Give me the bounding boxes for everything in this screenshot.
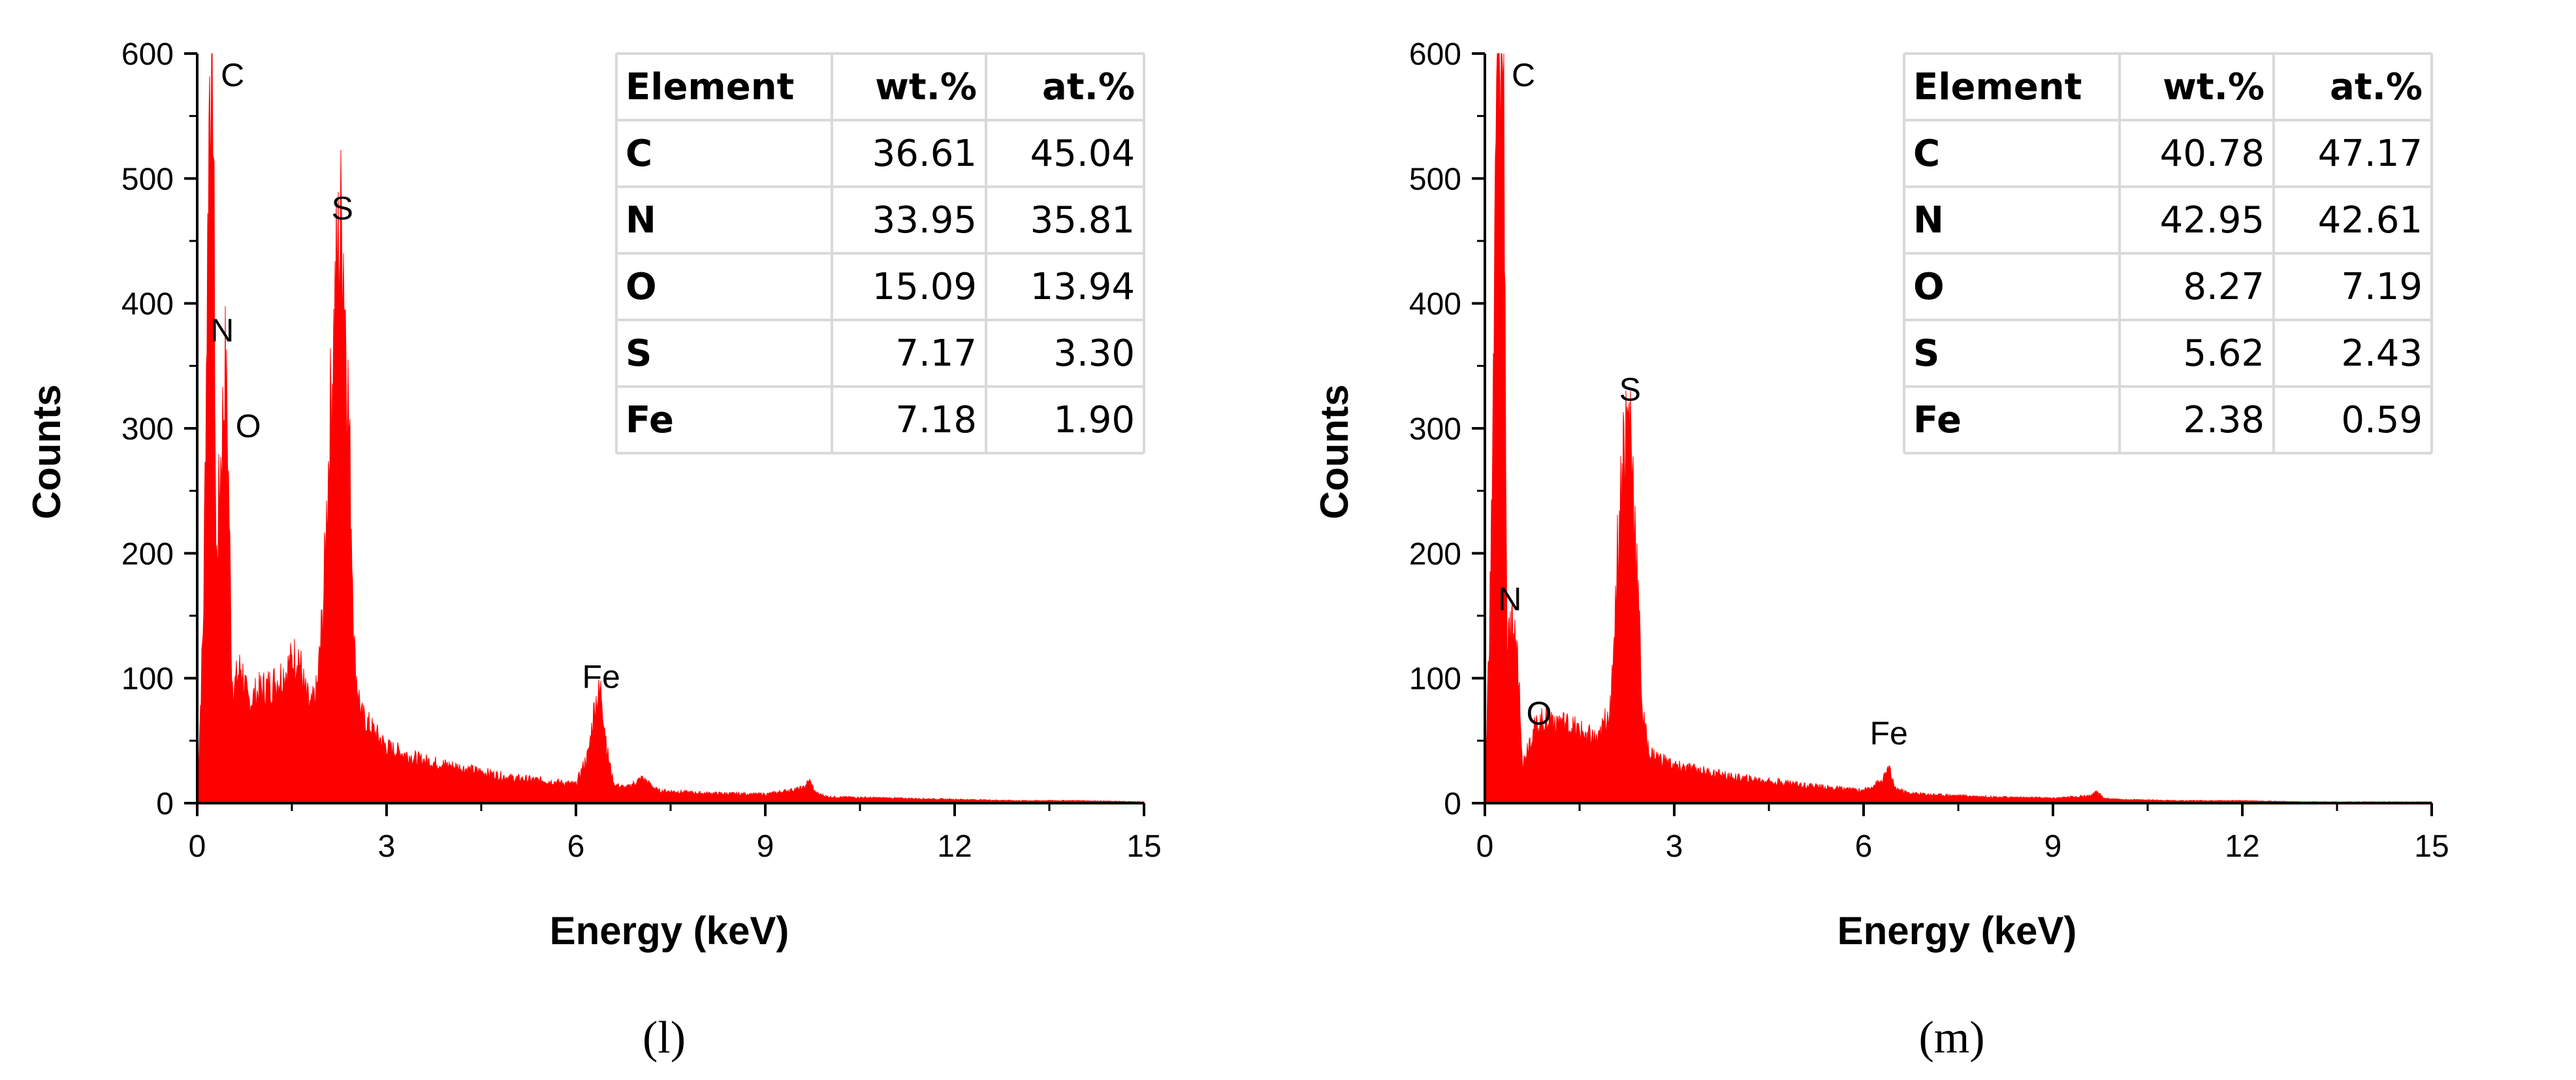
table-cell: 40.78: [2160, 133, 2265, 175]
y-axis-title: Counts: [1312, 385, 1356, 520]
x-tick-label: 6: [567, 829, 585, 864]
table-cell: Fe: [626, 399, 674, 441]
spectrum-series: [1484, 53, 2432, 804]
y-tick-label: 100: [121, 662, 174, 697]
y-tick-label: 600: [1409, 37, 1461, 72]
peak-label-o: O: [236, 407, 261, 444]
peak-label-fe: Fe: [1869, 715, 1907, 752]
table-cell: 13.94: [1030, 266, 1135, 308]
table-cell: 7.18: [895, 399, 977, 441]
y-tick-label: 300: [121, 412, 174, 447]
y-tick-label: 200: [1409, 537, 1461, 571]
table-cell: S: [626, 332, 652, 375]
table-header-cell: at.%: [1042, 66, 1135, 108]
y-tick-label: 400: [1409, 287, 1461, 322]
y-tick-label: 0: [1444, 787, 1461, 821]
x-tick-label: 12: [937, 829, 972, 864]
table-header-cell: Element: [1913, 66, 2082, 108]
table-cell: 15.09: [872, 266, 977, 308]
peak-label-fe: Fe: [582, 659, 620, 695]
table-cell: 2.43: [2341, 332, 2423, 375]
x-axis-title: Energy (keV): [1837, 909, 2077, 953]
peak-label-n: N: [1498, 580, 1521, 617]
table-cell: 45.04: [1030, 133, 1135, 175]
table-cell: 7.19: [2341, 266, 2423, 308]
table-cell: S: [1913, 332, 1939, 375]
table-cell: O: [1913, 266, 1945, 308]
y-axis-title: Counts: [25, 385, 69, 520]
x-tick-label: 12: [2225, 829, 2259, 864]
y-tick-label: 600: [121, 37, 174, 72]
x-tick-label: 9: [2044, 829, 2062, 864]
table-cell: N: [626, 199, 656, 242]
table-cell: 7.17: [895, 332, 977, 375]
peak-label-s: S: [332, 190, 353, 227]
panel-caption: (m): [1918, 1013, 1984, 1063]
x-tick-label: 15: [2414, 829, 2449, 864]
table-cell: 36.61: [872, 133, 977, 175]
table-cell: 35.81: [1030, 199, 1135, 242]
y-tick-label: 100: [1409, 662, 1461, 697]
table-cell: O: [626, 266, 657, 308]
table-cell: 42.61: [2318, 199, 2423, 242]
table-cell: 1.90: [1053, 399, 1135, 441]
table-cell: Fe: [1913, 399, 1962, 441]
y-tick-label: 0: [156, 787, 174, 821]
table-header-cell: wt.%: [875, 66, 977, 108]
x-tick-label: 0: [1476, 829, 1494, 864]
table-cell: 3.30: [1053, 332, 1135, 375]
table-cell: 47.17: [2318, 133, 2423, 175]
eds-panel-l: 0 3 6 9 12 15 0 100 200 300 400 500 600 Energy (keV) C…: [25, 37, 1162, 1063]
x-tick-label: 3: [378, 829, 396, 864]
peak-label-c: C: [221, 57, 244, 93]
table-cell: 5.62: [2183, 332, 2265, 375]
table-cell: 42.95: [2160, 199, 2265, 242]
table-cell: 0.59: [2341, 399, 2423, 441]
table-header-cell: wt.%: [2163, 66, 2265, 108]
table-cell: 33.95: [872, 199, 977, 242]
eds-panel-m: 0 3 6 9 12 15 0 100 200 300 400 500 600 Energy (keV) C…: [1288, 0, 2575, 1080]
table-cell: 2.38: [2183, 399, 2265, 441]
table-cell: N: [1913, 199, 1944, 242]
peak-label-n: N: [210, 312, 234, 349]
eds-chart-m: 0 3 6 9 12 15 0 100 200 300 400 500 600 Energy (keV) C…: [1312, 37, 2449, 1063]
table-header-cell: at.%: [2330, 66, 2423, 108]
panel-caption: (l): [643, 1013, 686, 1063]
x-tick-label: 0: [189, 829, 206, 864]
table-cell: C: [1913, 133, 1940, 175]
y-tick-label: 400: [121, 287, 174, 322]
x-tick-label: 9: [757, 829, 774, 864]
y-tick-label: 500: [121, 162, 174, 197]
peak-label-s: S: [1619, 372, 1641, 408]
x-axis-title: Energy (keV): [550, 909, 789, 953]
x-tick-label: 15: [1126, 829, 1161, 864]
y-tick-label: 300: [1409, 412, 1461, 447]
y-tick-label: 200: [121, 537, 174, 571]
peak-label-c: C: [1512, 57, 1535, 93]
x-tick-label: 3: [1666, 829, 1683, 864]
table-header-cell: Element: [626, 66, 794, 108]
x-tick-label: 6: [1855, 829, 1873, 864]
table-cell: C: [626, 133, 652, 175]
table-cell: 8.27: [2183, 266, 2265, 308]
spectrum-series: [197, 53, 1145, 804]
peak-label-o: O: [1527, 695, 1552, 732]
y-tick-label: 500: [1409, 162, 1461, 197]
eds-chart-l: 0 3 6 9 12 15 0 100 200 300 400 500 600 Energy (keV) C…: [25, 37, 1162, 1063]
